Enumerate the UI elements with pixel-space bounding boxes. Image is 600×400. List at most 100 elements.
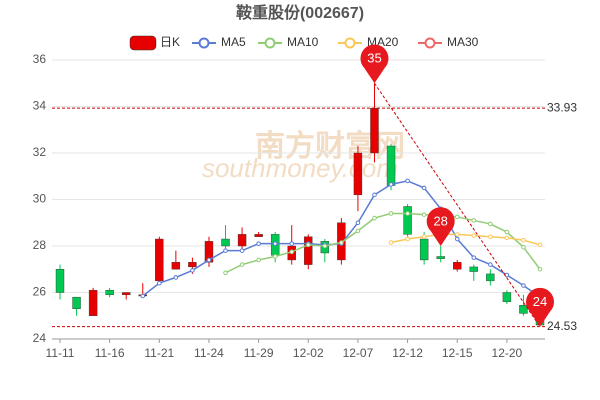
x-tick-label: 11-16 (95, 346, 125, 360)
reference-label: 33.93 (547, 100, 577, 114)
candle-body (188, 262, 197, 268)
ma-point (405, 178, 410, 184)
marker-label: 28 (433, 213, 447, 228)
ma-point (372, 192, 377, 198)
ma-point (239, 248, 245, 253)
marker-pin (360, 44, 389, 84)
ma-line (225, 212, 541, 274)
watermark: southmoney.com (202, 153, 398, 183)
candle-body (453, 262, 462, 270)
chart-title: 鞍重股份(002667) (236, 3, 364, 22)
ma-point (537, 266, 543, 272)
ma-point (421, 212, 427, 217)
ma-point (471, 233, 477, 238)
legend-label: MA30 (447, 35, 479, 49)
ma-point (272, 241, 278, 246)
candle-body (254, 234, 263, 237)
candle-body (502, 292, 512, 303)
legend-swatch (129, 35, 157, 51)
legend-swatch (264, 37, 276, 49)
ma-point (322, 243, 328, 249)
ma-point (488, 234, 493, 239)
legend-swatch (424, 37, 436, 49)
marker-label: 35 (367, 51, 381, 66)
marker-pin (426, 207, 455, 246)
y-tick-label: 32 (33, 145, 47, 159)
ma-point (157, 280, 162, 286)
ma-point (537, 242, 543, 248)
marker-label: 24 (533, 294, 547, 309)
trend-line (374, 82, 541, 327)
candle-body (155, 238, 164, 282)
x-tick-label: 11-24 (194, 346, 224, 360)
ma-point (305, 242, 311, 248)
ma-point (521, 244, 526, 250)
ma-point (388, 211, 394, 216)
ma-line (390, 233, 541, 246)
ma-point (289, 249, 295, 255)
candle-body (519, 305, 528, 314)
ma-point (355, 220, 361, 226)
candle-body (88, 289, 98, 316)
candle-body (304, 236, 313, 265)
legend-label: MA10 (287, 35, 319, 49)
candle-body (55, 269, 65, 293)
candle-body (469, 266, 478, 272)
ma-point (454, 214, 460, 220)
legend-swatch (344, 37, 356, 49)
ma-point (256, 257, 261, 263)
ma-point (355, 228, 361, 234)
x-tick-label: 11-11 (46, 346, 75, 360)
candle-body (386, 145, 396, 186)
ma-point (405, 211, 410, 216)
y-tick-label: 28 (33, 238, 47, 252)
ma-point (521, 283, 526, 288)
y-tick-label: 30 (33, 192, 47, 206)
ma-point (223, 248, 228, 253)
y-tick-label: 24 (33, 331, 47, 345)
candle-body (204, 241, 214, 263)
y-tick-label: 36 (33, 52, 47, 66)
ma-point (388, 240, 394, 245)
candle-body (436, 256, 445, 259)
ma-point (239, 262, 245, 267)
candle-body (353, 152, 363, 196)
ma-point (521, 237, 526, 243)
x-tick-label: 11-29 (244, 346, 274, 360)
ma-point (504, 235, 510, 241)
ma-point (488, 262, 493, 267)
ma-point (223, 270, 228, 276)
ma-point (471, 255, 477, 260)
x-tick-label: 12-20 (492, 346, 523, 360)
candle-body (486, 273, 495, 282)
y-tick-label: 34 (33, 99, 47, 113)
x-tick-label: 11-21 (144, 346, 174, 360)
candle-body (122, 292, 131, 296)
ma-point (421, 234, 427, 239)
candle-body (403, 206, 412, 235)
legend-label: MA5 (221, 35, 246, 49)
ma-point (454, 232, 460, 237)
ma-point (140, 293, 146, 299)
reference-label: 24.53 (547, 319, 577, 333)
marker-pin (526, 287, 554, 327)
legend-swatch (198, 37, 210, 49)
watermark: 南方财富网 (255, 129, 405, 163)
ma-point (372, 215, 377, 221)
legend-label: 日K (160, 35, 180, 49)
ma-point (206, 257, 212, 263)
candle-body (419, 238, 429, 261)
candle-body (237, 234, 247, 247)
ma-point (190, 268, 195, 273)
candle-body (72, 296, 81, 309)
ma-point (405, 236, 410, 242)
candle-body (370, 107, 379, 154)
ma-point (471, 218, 477, 223)
ma-point (454, 236, 460, 242)
x-tick-label: 12-12 (392, 346, 423, 360)
x-tick-label: 12-15 (442, 346, 473, 360)
candle-body (221, 238, 230, 247)
ma-point (272, 254, 278, 259)
ma-point (173, 275, 179, 280)
ma-point (504, 229, 510, 235)
